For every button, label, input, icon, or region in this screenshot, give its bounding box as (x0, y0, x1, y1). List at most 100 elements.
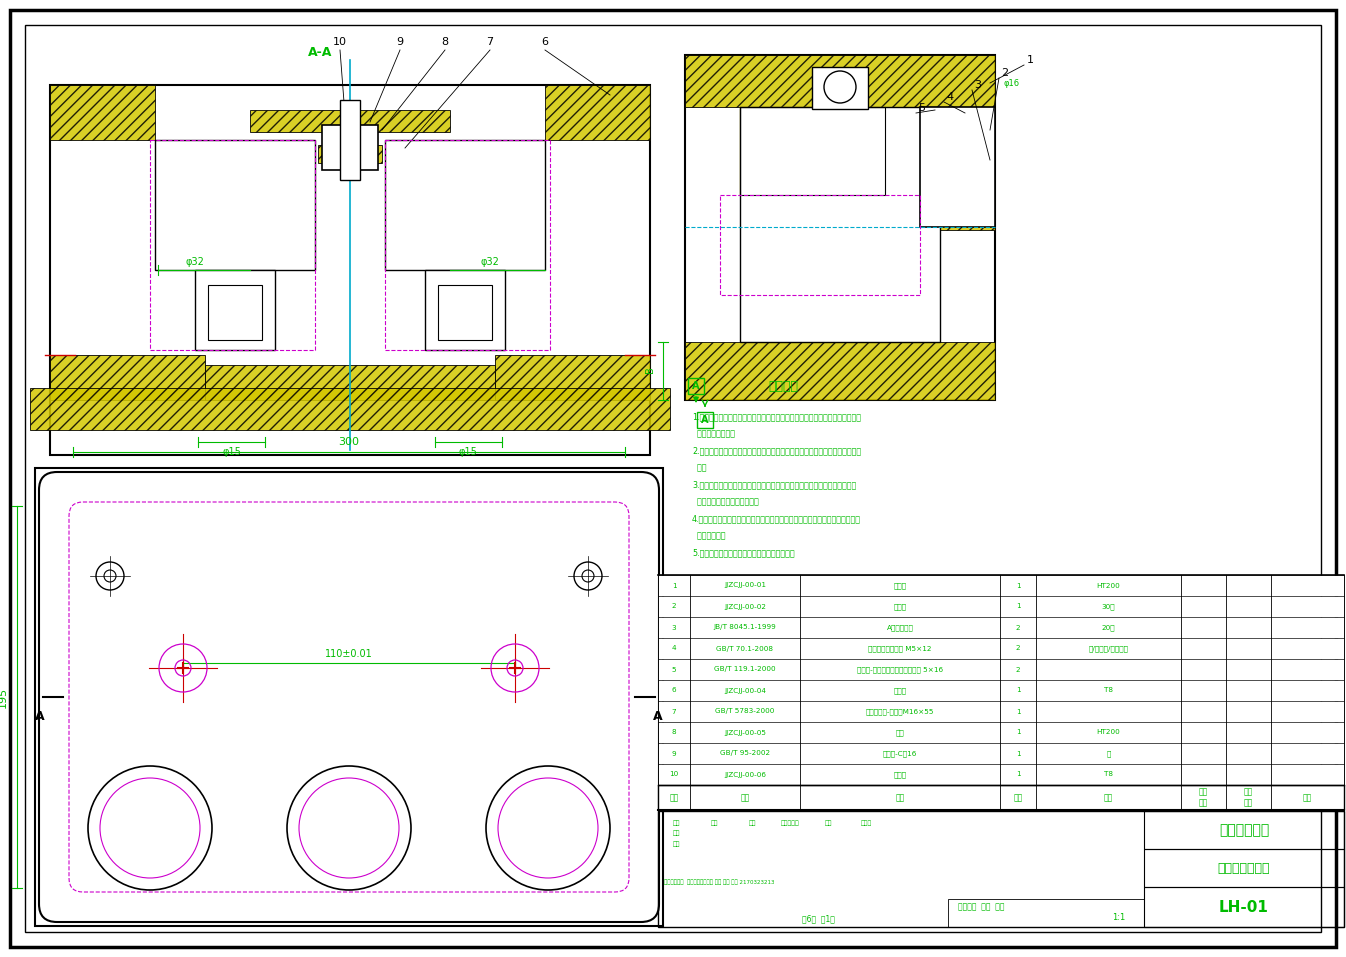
Text: 平垫圈-C级16: 平垫圈-C级16 (883, 750, 917, 757)
Text: 1: 1 (1016, 729, 1020, 736)
Bar (30, 388, 670, 430)
Text: 3: 3 (672, 625, 676, 631)
Text: 1:1: 1:1 (1112, 913, 1125, 922)
Text: 2: 2 (1016, 666, 1020, 673)
Bar (658, 680, 1345, 701)
Bar (149, 140, 315, 350)
Text: A型固定钻套: A型固定钻套 (887, 624, 914, 631)
Text: 1: 1 (672, 583, 676, 589)
Text: 9: 9 (397, 37, 404, 47)
Text: 7: 7 (486, 37, 494, 47)
Text: 设计: 设计 (673, 831, 681, 835)
Text: 5.装配过程中零件不允许磕、碰、划伤和锈蚀。: 5.装配过程中零件不允许磕、碰、划伤和锈蚀。 (692, 548, 794, 557)
Text: HT200: HT200 (1097, 583, 1120, 589)
Text: LH-01: LH-01 (1219, 900, 1269, 915)
Text: 1: 1 (1016, 583, 1020, 589)
Text: 30钢: 30钢 (1101, 603, 1116, 610)
Bar (1144, 811, 1345, 849)
Text: 钻边框: 钻边框 (894, 687, 907, 694)
Bar (205, 365, 495, 400)
Bar (425, 270, 505, 350)
Text: JJZCJJ-00-01: JJZCJJ-00-01 (724, 583, 766, 589)
Bar (697, 412, 713, 428)
Text: HT200: HT200 (1097, 729, 1120, 736)
Text: 钻床夹具装配图: 钻床夹具装配图 (1218, 861, 1271, 875)
Text: 总计
重量: 总计 重量 (1244, 788, 1253, 807)
Text: 屑、油污、着色剂和灰尘等。: 屑、油污、着色剂和灰尘等。 (692, 497, 759, 506)
Text: 4.装配前严格检查并清除零件加工时残留的锐角、毛刺和异物，保证密封件装入: 4.装配前严格检查并清除零件加工时残留的锐角、毛刺和异物，保证密封件装入 (692, 514, 861, 523)
Text: 8: 8 (672, 729, 676, 736)
Text: 2.装配前应对零、部件的主要配合尺寸，特别是过盈配合尺寸及相关精度进行复: 2.装配前应对零、部件的主要配合尺寸，特别是过盈配合尺寸及相关精度进行复 (692, 446, 861, 455)
Bar (385, 140, 545, 270)
Text: 2: 2 (1016, 625, 1020, 631)
Bar (658, 701, 1345, 722)
Text: JJZCJJ-00-05: JJZCJJ-00-05 (724, 729, 766, 736)
Text: 1: 1 (1016, 708, 1020, 715)
Text: 标记: 标记 (672, 820, 680, 826)
Text: 5: 5 (672, 666, 676, 673)
Text: 名称: 名称 (895, 793, 905, 802)
Text: 10: 10 (669, 771, 678, 777)
Text: 3: 3 (975, 80, 981, 90)
Text: A: A (653, 710, 662, 723)
Text: 数量: 数量 (1014, 793, 1023, 802)
Text: A-A: A-A (308, 46, 332, 58)
Text: T8: T8 (1104, 771, 1113, 777)
Polygon shape (740, 107, 886, 195)
Text: 定位销: 定位销 (894, 771, 907, 778)
Bar (318, 145, 382, 163)
Text: 5: 5 (918, 103, 926, 113)
Bar (50, 85, 650, 455)
Bar (658, 575, 1345, 596)
Bar (155, 140, 315, 270)
Bar (545, 85, 650, 140)
Bar (685, 55, 995, 107)
Bar (35, 468, 664, 926)
Bar (250, 110, 450, 132)
Text: 共6张  第1张: 共6张 第1张 (802, 915, 835, 924)
Text: 钢/不锈钢/有色金属: 钢/不锈钢/有色金属 (1089, 645, 1128, 652)
Text: 9: 9 (672, 750, 676, 756)
FancyBboxPatch shape (39, 472, 660, 922)
Text: 8: 8 (441, 37, 448, 47)
Text: 6: 6 (672, 687, 676, 694)
Text: 代号: 代号 (740, 793, 750, 802)
Text: 证方能进行装配。: 证方能进行装配。 (692, 429, 735, 438)
Text: B: B (645, 367, 656, 373)
Text: 1.进入装配的零件及部件（包括外购件、外协件），均必须具有检验部门的合格: 1.进入装配的零件及部件（包括外购件、外协件），均必须具有检验部门的合格 (692, 412, 861, 421)
Bar (948, 899, 1144, 927)
Text: 夹具体: 夹具体 (894, 582, 907, 589)
Bar (658, 659, 1345, 680)
Text: 钢: 钢 (1106, 750, 1110, 757)
Text: 洛阳工程学院  机械设计制造及其 专业 学生 学号 2170323213: 洛阳工程学院 机械设计制造及其 专业 学生 学号 2170323213 (664, 879, 774, 885)
Text: 1: 1 (1016, 771, 1020, 777)
Bar (685, 55, 995, 400)
Text: 3.零件在装配前必须清理和清洗干净，不得有毛刺、飞边、氧化皮、锈蚀、切: 3.零件在装配前必须清理和清洗干净，不得有毛刺、飞边、氧化皮、锈蚀、切 (692, 480, 856, 489)
Text: φ16: φ16 (1003, 78, 1019, 87)
Text: 更改文件号: 更改文件号 (781, 820, 800, 826)
Bar (688, 378, 704, 394)
Bar (385, 140, 551, 350)
Text: φ32: φ32 (186, 257, 205, 267)
Bar (209, 285, 262, 340)
Text: 技术要求: 技术要求 (769, 380, 798, 392)
Bar (50, 85, 155, 140)
Text: GB/T 95-2002: GB/T 95-2002 (720, 750, 770, 756)
Bar (322, 125, 378, 170)
Bar (720, 195, 921, 295)
Text: 处数: 处数 (711, 820, 717, 826)
Text: 7: 7 (672, 708, 676, 715)
Bar (812, 67, 868, 109)
Bar (658, 811, 1345, 927)
Text: JJZCJJ-00-04: JJZCJJ-00-04 (724, 687, 766, 694)
Bar (437, 285, 493, 340)
Text: 序号: 序号 (669, 793, 678, 802)
Text: 4: 4 (672, 646, 676, 652)
Bar (1144, 849, 1345, 887)
Text: 1: 1 (1016, 687, 1020, 694)
Text: 签名: 签名 (824, 820, 832, 826)
Text: 10: 10 (332, 37, 347, 47)
Text: 年月日: 年月日 (860, 820, 872, 826)
Bar (658, 596, 1345, 617)
Bar (658, 638, 1345, 659)
